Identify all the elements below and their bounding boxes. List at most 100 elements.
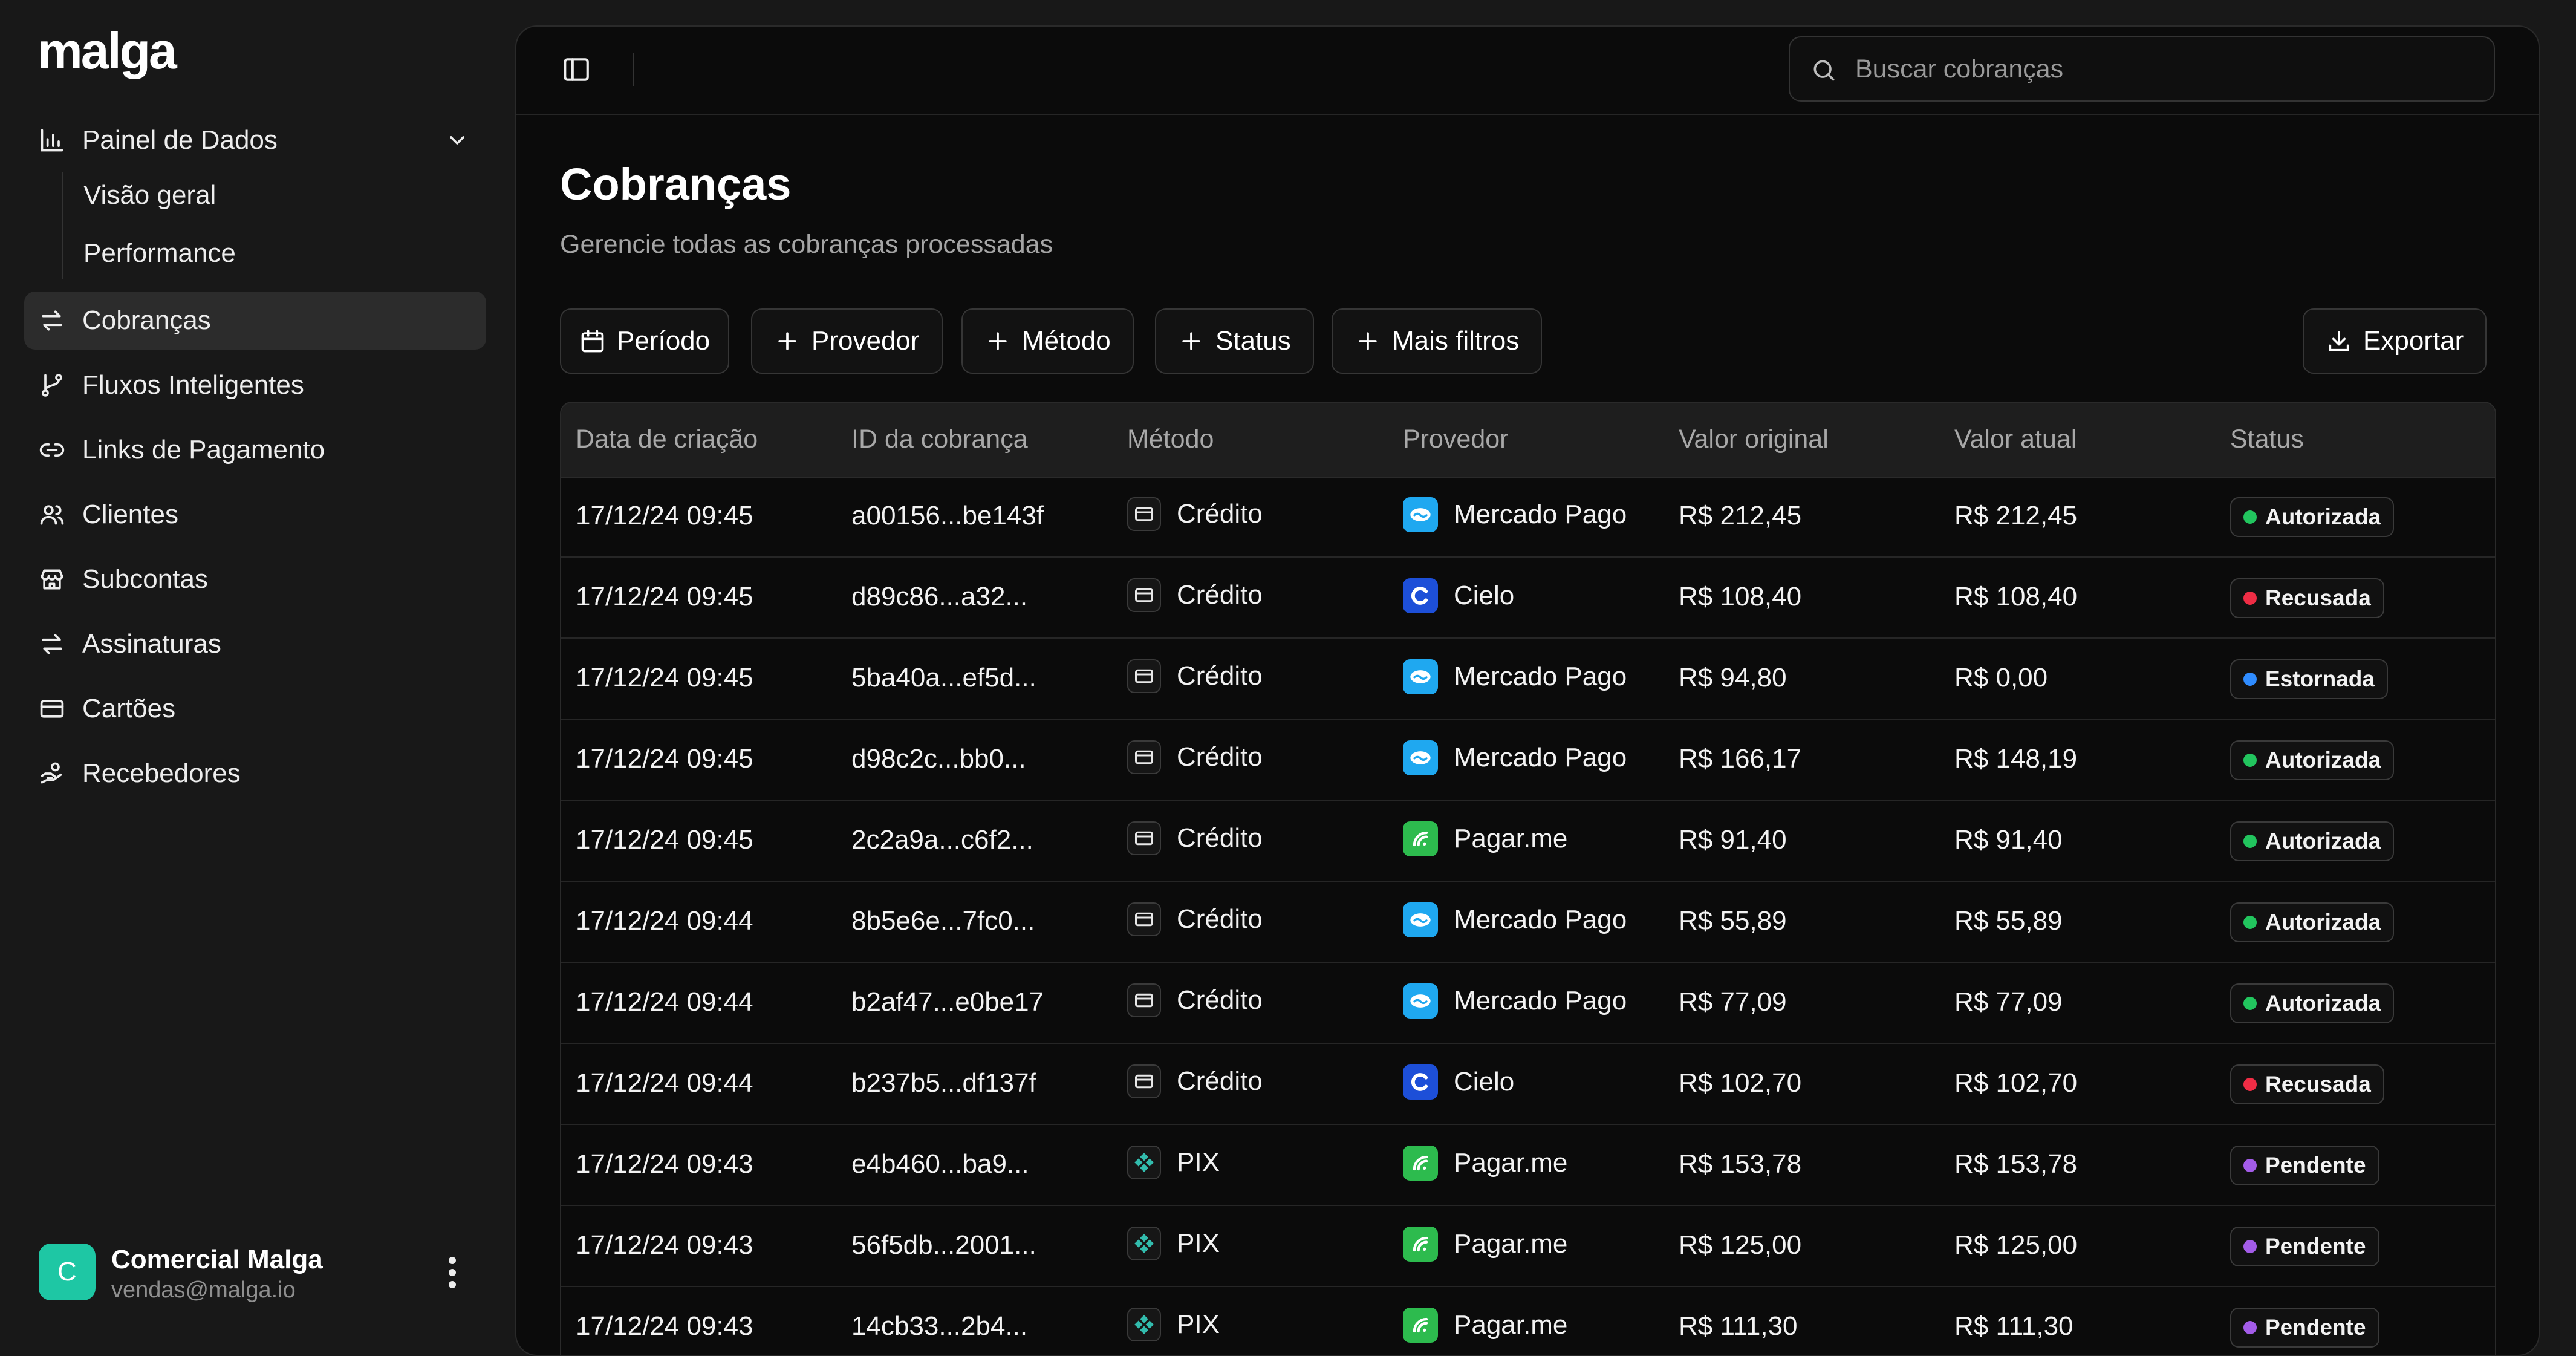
- sidebar-item-recebedores[interactable]: Recebedores: [24, 745, 486, 803]
- column-header-date[interactable]: Data de criação: [576, 425, 758, 454]
- column-header-current[interactable]: Valor atual: [1954, 425, 2077, 454]
- cell-current-value: R$ 212,45: [1954, 501, 2078, 530]
- method-icon-box: [1127, 659, 1161, 693]
- mercado-pago-icon: [1410, 751, 1431, 764]
- table-row[interactable]: 17/12/24 09:45 d89c86...a32... Crédito Ciel…: [561, 558, 2495, 639]
- sidebar-item-subcontas[interactable]: Subcontas: [24, 550, 486, 608]
- cell-date: 17/12/24 09:45: [576, 501, 753, 530]
- period-filter-button[interactable]: Período: [560, 308, 730, 374]
- table-row[interactable]: 17/12/24 09:44 b237b5...df137f Crédito Ciel…: [561, 1044, 2495, 1125]
- cell-charge-id[interactable]: b2af47...e0be17: [851, 987, 1044, 1017]
- cell-charge-id[interactable]: 2c2a9a...c6f2...: [851, 825, 1033, 855]
- sidebar-item-assinaturas[interactable]: Assinaturas: [24, 615, 486, 673]
- method-icon-box: [1127, 1064, 1161, 1098]
- cell-charge-id[interactable]: 8b5e6e...7fc0...: [851, 906, 1035, 936]
- table-row[interactable]: 17/12/24 09:44 b2af47...e0be17 Crédito Merc…: [561, 963, 2495, 1044]
- plus-icon: [1359, 332, 1377, 350]
- cell-date: 17/12/24 09:43: [576, 1311, 753, 1341]
- cell-original-value: R$ 125,00: [1679, 1230, 1802, 1260]
- cell-current-value: R$ 108,40: [1954, 582, 2078, 611]
- table-row[interactable]: 17/12/24 09:45 d98c2c...bb0... Crédito Merc…: [561, 720, 2495, 801]
- cell-charge-id[interactable]: b237b5...df137f: [851, 1068, 1036, 1098]
- avatar: C: [39, 1244, 96, 1300]
- sidebar-item-cartoes[interactable]: Cartões: [24, 680, 486, 738]
- table-row[interactable]: 17/12/24 09:45 5ba40a...ef5d... Crédito Mer…: [561, 639, 2495, 720]
- cell-original-value: R$ 166,17: [1679, 744, 1802, 774]
- cell-current-value: R$ 0,00: [1954, 663, 2048, 693]
- table-row[interactable]: 17/12/24 09:45 a00156...be143f Crédito Merc…: [561, 477, 2495, 558]
- cell-charge-id[interactable]: d89c86...a32...: [851, 582, 1028, 611]
- table-row[interactable]: 17/12/24 09:43 e4b460...ba9... PIX Pagar.me…: [561, 1125, 2495, 1206]
- cell-provider: Mercado Pago: [1403, 740, 1627, 775]
- table-row[interactable]: 17/12/24 09:44 8b5e6e...7fc0... Crédito Mer…: [561, 882, 2495, 963]
- status-badge: Pendente: [2230, 1308, 2379, 1348]
- status-dot: [2243, 835, 2257, 848]
- provider-filter-button[interactable]: Provedor: [751, 308, 943, 374]
- cell-method: Crédito: [1127, 983, 1263, 1017]
- column-header-status[interactable]: Status: [2230, 425, 2304, 454]
- sidebar-subitem-performance[interactable]: Performance: [83, 238, 236, 268]
- cell-charge-id[interactable]: e4b460...ba9...: [851, 1149, 1029, 1179]
- pix-icon: [1134, 1234, 1154, 1253]
- more-filters-button[interactable]: Mais filtros: [1332, 308, 1543, 374]
- cell-charge-id[interactable]: a00156...be143f: [851, 501, 1044, 530]
- status-label: Pendente: [2265, 1234, 2366, 1259]
- sidebar-item-painel-de-dados[interactable]: Painel de Dados: [24, 111, 486, 169]
- cell-charge-id[interactable]: 56f5db...2001...: [851, 1230, 1036, 1260]
- method-filter-button[interactable]: Método: [961, 308, 1134, 374]
- sidebar-item-label: Recebedores: [82, 758, 241, 788]
- cell-provider: Pagar.me: [1403, 1308, 1567, 1343]
- sidebar-item-clientes[interactable]: Clientes: [24, 486, 486, 544]
- download-icon: [2329, 331, 2349, 351]
- cell-original-value: R$ 94,80: [1679, 663, 1787, 693]
- sidebar-subitem-visao-geral[interactable]: Visão geral: [83, 180, 216, 210]
- sidebar-item-fluxos-inteligentes[interactable]: Fluxos Inteligentes: [24, 356, 486, 414]
- status-label: Recusada: [2265, 585, 2371, 610]
- sidebar-item-links-de-pagamento[interactable]: Links de Pagamento: [24, 421, 486, 479]
- column-header-original[interactable]: Valor original: [1679, 425, 1829, 454]
- provider-label: Pagar.me: [1454, 1148, 1568, 1178]
- method-label: Crédito: [1177, 985, 1263, 1015]
- cell-original-value: R$ 108,40: [1679, 582, 1802, 611]
- cell-charge-id[interactable]: 5ba40a...ef5d...: [851, 663, 1036, 693]
- credit-card-icon: [1135, 912, 1153, 927]
- provider-logo: [1403, 983, 1438, 1019]
- table-row[interactable]: 17/12/24 09:45 2c2a9a...c6f2... Crédito Pag…: [561, 801, 2495, 882]
- sidebar-toggle-icon[interactable]: [561, 54, 591, 85]
- user-profile[interactable]: C Comercial Malga vendas@malga.io: [24, 1227, 486, 1317]
- cell-charge-id[interactable]: 14cb33...2b4...: [851, 1311, 1028, 1341]
- credit-card-icon: [1135, 507, 1153, 521]
- more-filters-label: Mais filtros: [1392, 326, 1520, 356]
- calendar-icon: [581, 330, 604, 353]
- cell-provider: Pagar.me: [1403, 821, 1567, 856]
- more-vertical-icon[interactable]: [445, 1254, 460, 1291]
- status-filter-button[interactable]: Status: [1155, 308, 1314, 374]
- plus-icon: [1182, 332, 1200, 350]
- column-header-method[interactable]: Método: [1127, 425, 1214, 454]
- mercado-pago-icon: [1410, 994, 1431, 1008]
- chevron-down-icon[interactable]: [445, 128, 469, 152]
- cielo-icon: [1411, 587, 1428, 605]
- export-label: Exportar: [2363, 326, 2464, 356]
- provider-filter-label: Provedor: [812, 326, 920, 356]
- cell-original-value: R$ 55,89: [1679, 906, 1787, 936]
- pagar-me-icon: [1413, 831, 1428, 847]
- cell-date: 17/12/24 09:44: [576, 987, 753, 1017]
- sidebar-item-cobrancas[interactable]: Cobranças: [24, 292, 486, 350]
- mercado-pago-icon: [1410, 913, 1431, 927]
- table-row[interactable]: 17/12/24 09:43 56f5db...2001... PIX Pagar.m…: [561, 1206, 2495, 1287]
- cell-provider: Cielo: [1403, 578, 1514, 613]
- column-header-provider[interactable]: Provedor: [1403, 425, 1509, 454]
- column-header-id[interactable]: ID da cobrança: [851, 425, 1028, 454]
- cell-charge-id[interactable]: d98c2c...bb0...: [851, 744, 1026, 774]
- export-button[interactable]: Exportar: [2303, 308, 2487, 374]
- plus-icon: [989, 332, 1007, 350]
- sidebar: malga Painel de Dados Visão geral Perfor…: [0, 0, 508, 1335]
- status-label: Autorizada: [2265, 991, 2381, 1015]
- malga-logo[interactable]: malga: [37, 22, 177, 79]
- status-label: Autorizada: [2265, 829, 2381, 853]
- table-row[interactable]: 17/12/24 09:43 14cb33...2b4... PIX Pagar.me…: [561, 1287, 2495, 1355]
- search-input[interactable]: Buscar cobranças: [1789, 36, 2495, 102]
- cell-current-value: R$ 55,89: [1954, 906, 2063, 936]
- mercado-pago-icon: [1410, 670, 1431, 683]
